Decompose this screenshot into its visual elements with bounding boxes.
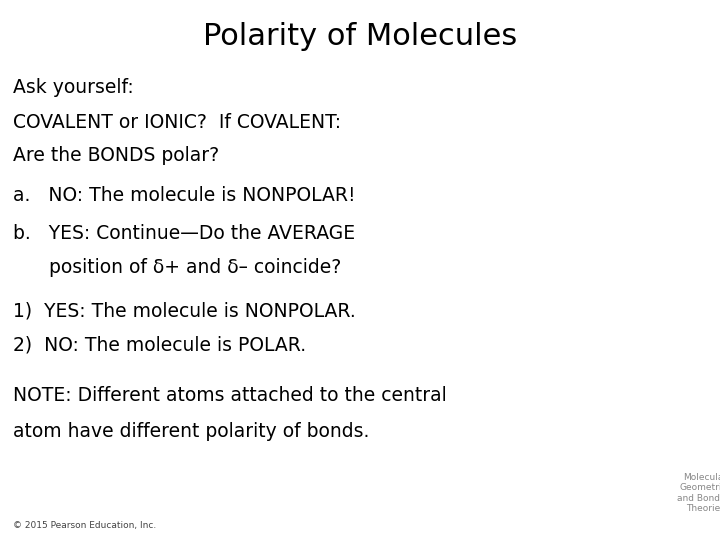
Text: COVALENT or IONIC?  If COVALENT:: COVALENT or IONIC? If COVALENT: — [13, 113, 341, 132]
Text: © 2015 Pearson Education, Inc.: © 2015 Pearson Education, Inc. — [13, 521, 156, 530]
Text: NOTE: Different atoms attached to the central: NOTE: Different atoms attached to the ce… — [13, 386, 446, 405]
Text: Molecular
Geometries
and Bonding
Theories: Molecular Geometries and Bonding Theorie… — [677, 473, 720, 513]
Text: b.   YES: Continue—Do the AVERAGE: b. YES: Continue—Do the AVERAGE — [13, 224, 355, 243]
Text: atom have different polarity of bonds.: atom have different polarity of bonds. — [13, 422, 369, 441]
Text: 1)  YES: The molecule is NONPOLAR.: 1) YES: The molecule is NONPOLAR. — [13, 301, 356, 320]
Text: a.   NO: The molecule is NONPOLAR!: a. NO: The molecule is NONPOLAR! — [13, 186, 356, 205]
Text: position of δ+ and δ– coincide?: position of δ+ and δ– coincide? — [13, 258, 341, 277]
Text: Ask yourself:: Ask yourself: — [13, 78, 134, 97]
Text: Polarity of Molecules: Polarity of Molecules — [203, 22, 517, 51]
Text: Are the BONDS polar?: Are the BONDS polar? — [13, 146, 219, 165]
Text: 2)  NO: The molecule is POLAR.: 2) NO: The molecule is POLAR. — [13, 336, 306, 355]
